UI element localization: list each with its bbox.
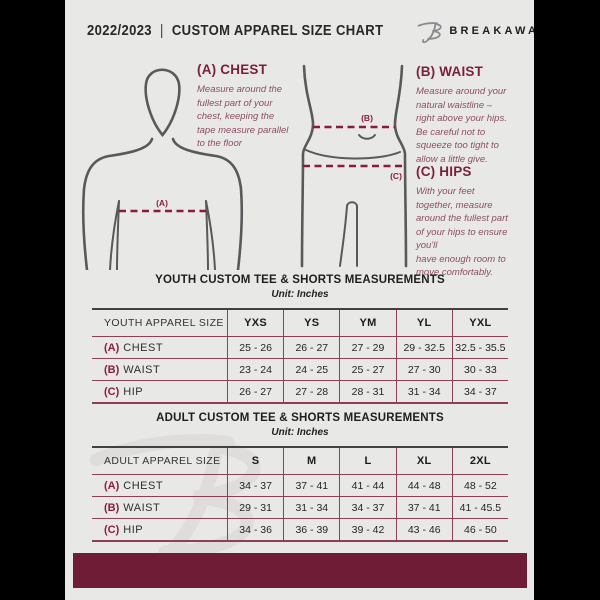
table-cell: 23 - 24: [227, 358, 284, 380]
table-cell: 26 - 27: [227, 380, 284, 402]
row-key: (B): [104, 363, 120, 376]
adult-hip-row-label: (C) HIP: [92, 518, 227, 540]
table-cell: 34 - 36: [227, 518, 284, 540]
youth-size-ym: YM: [339, 310, 395, 336]
table-cell: 46 - 50: [451, 518, 508, 540]
title-divider: |: [160, 23, 164, 39]
adult-size-2xl: 2XL: [451, 448, 508, 474]
row-key: (C): [104, 385, 120, 398]
table-cell: 34 - 37: [451, 380, 508, 402]
adult-size-xl: XL: [395, 448, 452, 474]
chest-marker-label: (A): [156, 198, 168, 208]
breakaway-b-icon: [417, 21, 442, 43]
row-name: CHEST: [123, 341, 164, 354]
table-cell: 25 - 27: [339, 358, 396, 380]
footer-accent-bar: [73, 553, 527, 588]
upper-body-figure: (A): [81, 68, 244, 270]
waist-description: Measure around your natural waistline – …: [416, 86, 507, 165]
youth-waist-row-label: (B) WAIST: [92, 358, 227, 380]
table-cell: 48 - 52: [451, 474, 508, 496]
row-key: (A): [104, 479, 120, 492]
chest-description: Measure around the fullest part of your …: [197, 84, 289, 149]
youth-size-ys: YS: [283, 310, 339, 336]
table-cell: 31 - 34: [283, 496, 340, 518]
table-cell: 43 - 46: [395, 518, 452, 540]
youth-size-yxl: YXL: [451, 310, 508, 336]
table-cell: 27 - 29: [339, 336, 396, 358]
adult-chest-row-label: (A) CHEST: [92, 474, 227, 496]
adult-table: ADULT APPAREL SIZE S M L XL 2XL (A) CHES…: [92, 446, 508, 542]
row-key: (A): [104, 341, 120, 354]
chest-guide: (A) CHEST Measure around the fullest par…: [197, 62, 315, 151]
table-cell: 30 - 33: [451, 358, 508, 380]
youth-size-yxs: YXS: [227, 310, 283, 336]
youth-size-yl: YL: [395, 310, 452, 336]
row-name: HIP: [123, 523, 144, 536]
table-cell: 32.5 - 35.5: [451, 336, 508, 358]
brand-name: BREAKAWAY: [449, 25, 534, 37]
adult-waist-row-label: (B) WAIST: [92, 496, 227, 518]
table-cell: 27 - 28: [283, 380, 340, 402]
youth-hip-row-label: (C) HIP: [92, 380, 227, 402]
adult-table-unit: Unit: Inches: [271, 427, 329, 438]
title-text: CUSTOM APPAREL SIZE CHART: [171, 23, 384, 39]
row-name: WAIST: [123, 363, 161, 376]
lower-body-figure: (B) (C): [300, 64, 408, 268]
table-cell: 29 - 31: [227, 496, 284, 518]
adult-size-label: ADULT APPAREL SIZE: [104, 455, 221, 467]
adult-size-s: S: [227, 448, 283, 474]
hips-heading: (C) HIPS: [416, 164, 472, 179]
row-name: WAIST: [123, 501, 161, 514]
youth-table: YOUTH APPAREL SIZE YXS YS YM YL YXL (A) …: [92, 308, 508, 404]
size-chart-page: 2022/2023 | CUSTOM APPAREL SIZE CHART BR…: [65, 0, 534, 600]
adult-table-title: ADULT CUSTOM TEE & SHORTS MEASUREMENTS: [156, 412, 444, 424]
adult-size-l: L: [339, 448, 395, 474]
table-cell: 41 - 44: [339, 474, 396, 496]
adult-table-section: ADULT CUSTOM TEE & SHORTS MEASUREMENTS U…: [92, 412, 508, 542]
table-cell: 29 - 32.5: [395, 336, 452, 358]
waist-guide: (B) WAIST Measure around your natural wa…: [416, 64, 528, 166]
table-cell: 39 - 42: [339, 518, 396, 540]
page-title: 2022/2023 | CUSTOM APPAREL SIZE CHART: [87, 23, 383, 39]
youth-table-unit: Unit: Inches: [271, 289, 329, 300]
title-year: 2022/2023: [87, 23, 152, 39]
header: 2022/2023 | CUSTOM APPAREL SIZE CHART BR…: [65, 16, 534, 46]
hips-marker-label: (C): [390, 171, 402, 181]
table-cell: 24 - 25: [283, 358, 340, 380]
table-cell: 44 - 48: [395, 474, 452, 496]
table-cell: 25 - 26: [227, 336, 284, 358]
table-cell: 37 - 41: [395, 496, 452, 518]
chest-heading: (A) CHEST: [197, 62, 268, 77]
hips-description: With your feet together, measure around …: [416, 186, 508, 278]
youth-chest-row-label: (A) CHEST: [92, 336, 227, 358]
row-key: (B): [104, 501, 120, 514]
table-cell: 31 - 34: [395, 380, 452, 402]
table-cell: 36 - 39: [283, 518, 340, 540]
table-cell: 34 - 37: [339, 496, 396, 518]
youth-table-section: YOUTH CUSTOM TEE & SHORTS MEASUREMENTS U…: [92, 274, 508, 404]
row-key: (C): [104, 523, 120, 536]
table-cell: 28 - 31: [339, 380, 396, 402]
waist-heading: (B) WAIST: [416, 64, 484, 79]
table-cell: 37 - 41: [283, 474, 340, 496]
table-cell: 34 - 37: [227, 474, 284, 496]
table-cell: 27 - 30: [395, 358, 452, 380]
row-name: HIP: [123, 385, 144, 398]
hips-guide: (C) HIPS With your feet together, measur…: [416, 164, 530, 280]
adult-size-m: M: [283, 448, 339, 474]
waist-marker-label: (B): [361, 113, 373, 123]
table-cell: 26 - 27: [283, 336, 340, 358]
row-name: CHEST: [123, 479, 164, 492]
table-cell: 41 - 45.5: [451, 496, 508, 518]
youth-table-title: YOUTH CUSTOM TEE & SHORTS MEASUREMENTS: [155, 274, 445, 286]
youth-size-label: YOUTH APPAREL SIZE: [104, 317, 224, 329]
brand-logo: BREAKAWAY: [416, 19, 534, 44]
